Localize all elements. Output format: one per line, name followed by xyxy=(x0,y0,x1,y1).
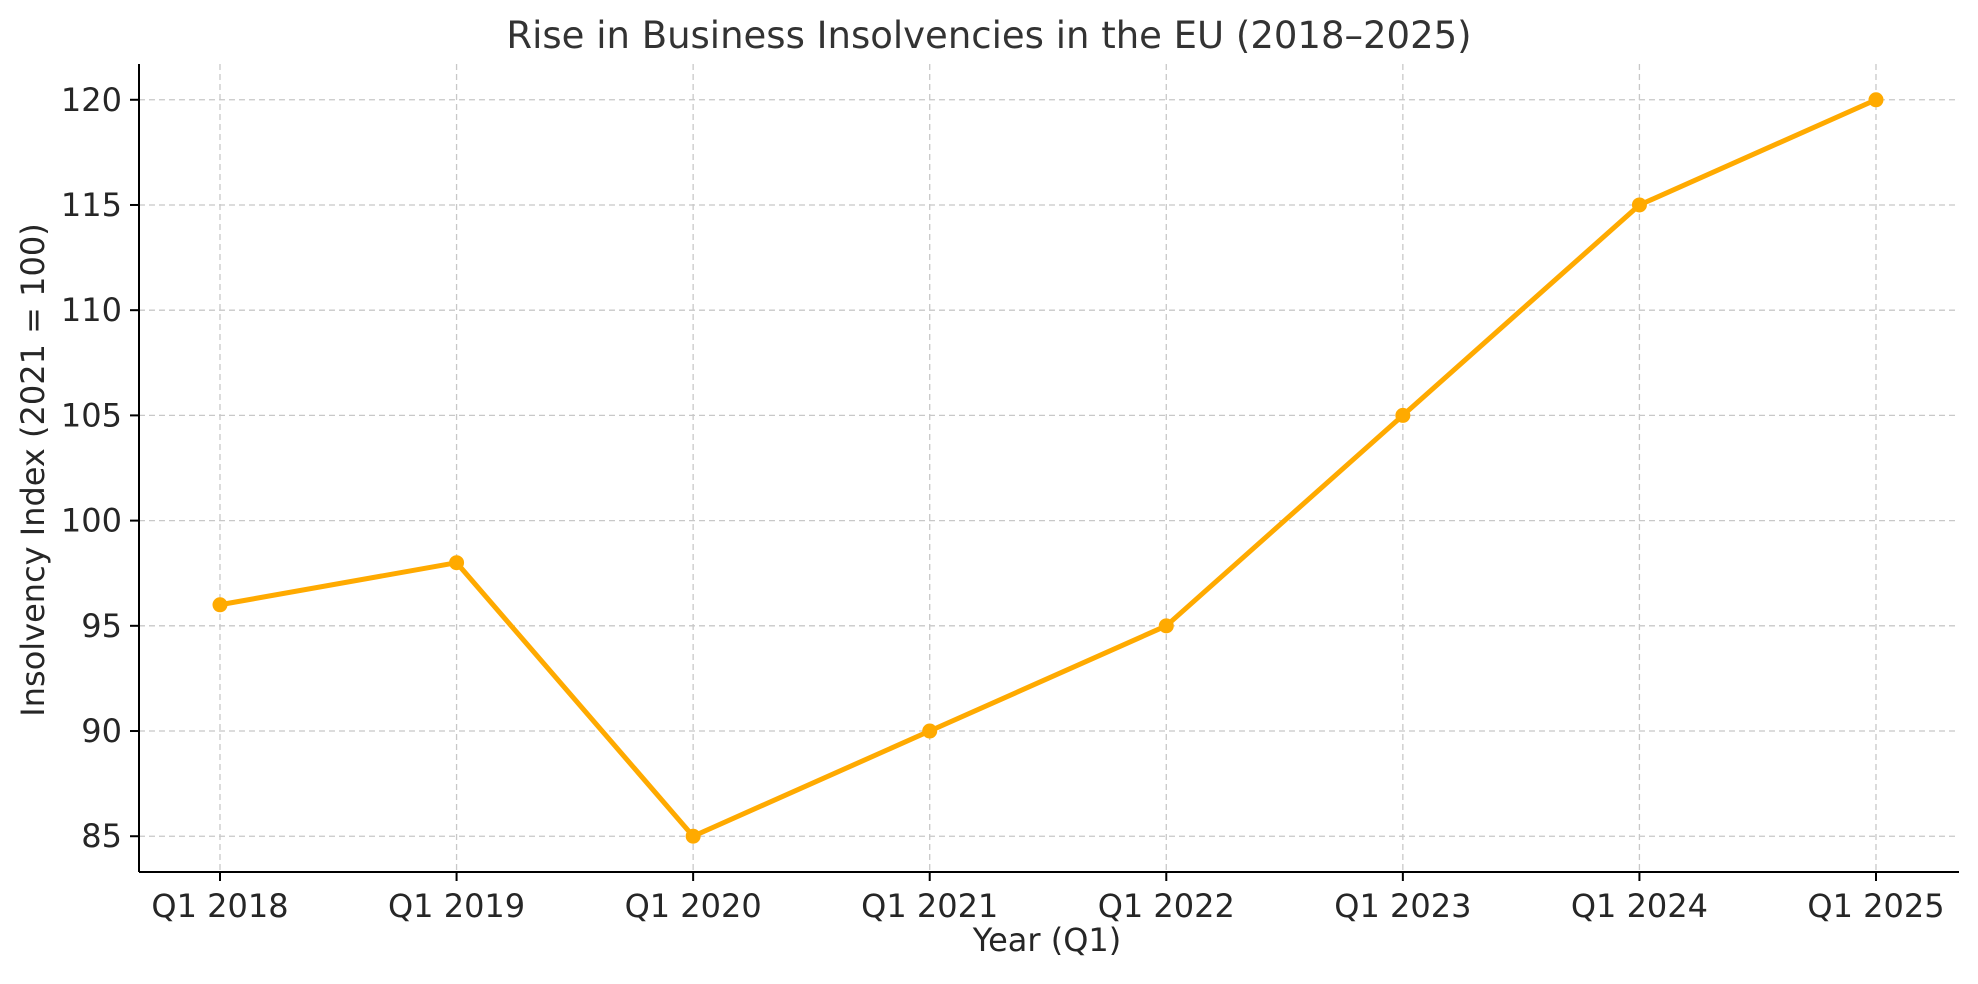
data-point xyxy=(922,723,938,739)
data-point xyxy=(685,828,701,844)
series-line xyxy=(217,97,1879,839)
x-tick-label: Q1 2025 xyxy=(1807,887,1944,925)
x-tick-label: Q1 2023 xyxy=(1334,887,1471,925)
grid-layer xyxy=(139,64,1959,872)
axes-layer xyxy=(138,64,1959,873)
series-layer xyxy=(212,92,1884,844)
y-tick-label: 90 xyxy=(81,712,122,750)
x-tick-label: Q1 2024 xyxy=(1571,887,1708,925)
y-tick-label: 100 xyxy=(61,502,122,540)
x-tick-label: Q1 2021 xyxy=(861,887,998,925)
x-tick-label: Q1 2019 xyxy=(388,887,525,925)
y-tick-label: 95 xyxy=(81,607,122,645)
y-tick-label: 85 xyxy=(81,817,122,855)
data-point xyxy=(1158,618,1174,634)
x-tick-label: Q1 2022 xyxy=(1098,887,1235,925)
y-tick-label: 115 xyxy=(61,186,122,224)
data-point xyxy=(212,597,228,613)
data-point xyxy=(449,555,465,571)
x-tick-label: Q1 2018 xyxy=(151,887,288,925)
data-point xyxy=(1631,197,1647,213)
data-point xyxy=(1395,407,1411,423)
x-tick-label: Q1 2020 xyxy=(625,887,762,925)
y-tick-label: 105 xyxy=(61,396,122,434)
x-axis-label: Year (Q1) xyxy=(972,921,1121,959)
y-tick-label: 120 xyxy=(61,81,122,119)
y-axis-label: Insolvency Index (2021 = 100) xyxy=(14,223,52,716)
y-tick-label: 110 xyxy=(61,291,122,329)
data-point xyxy=(1868,92,1884,108)
ticks-layer: Q1 2018 Q1 2019 Q1 2020 Q1 2021 Q1 2022 Q1 20… xyxy=(61,81,1945,925)
chart-title: Rise in Business Insolvencies in the EU … xyxy=(506,14,1471,57)
